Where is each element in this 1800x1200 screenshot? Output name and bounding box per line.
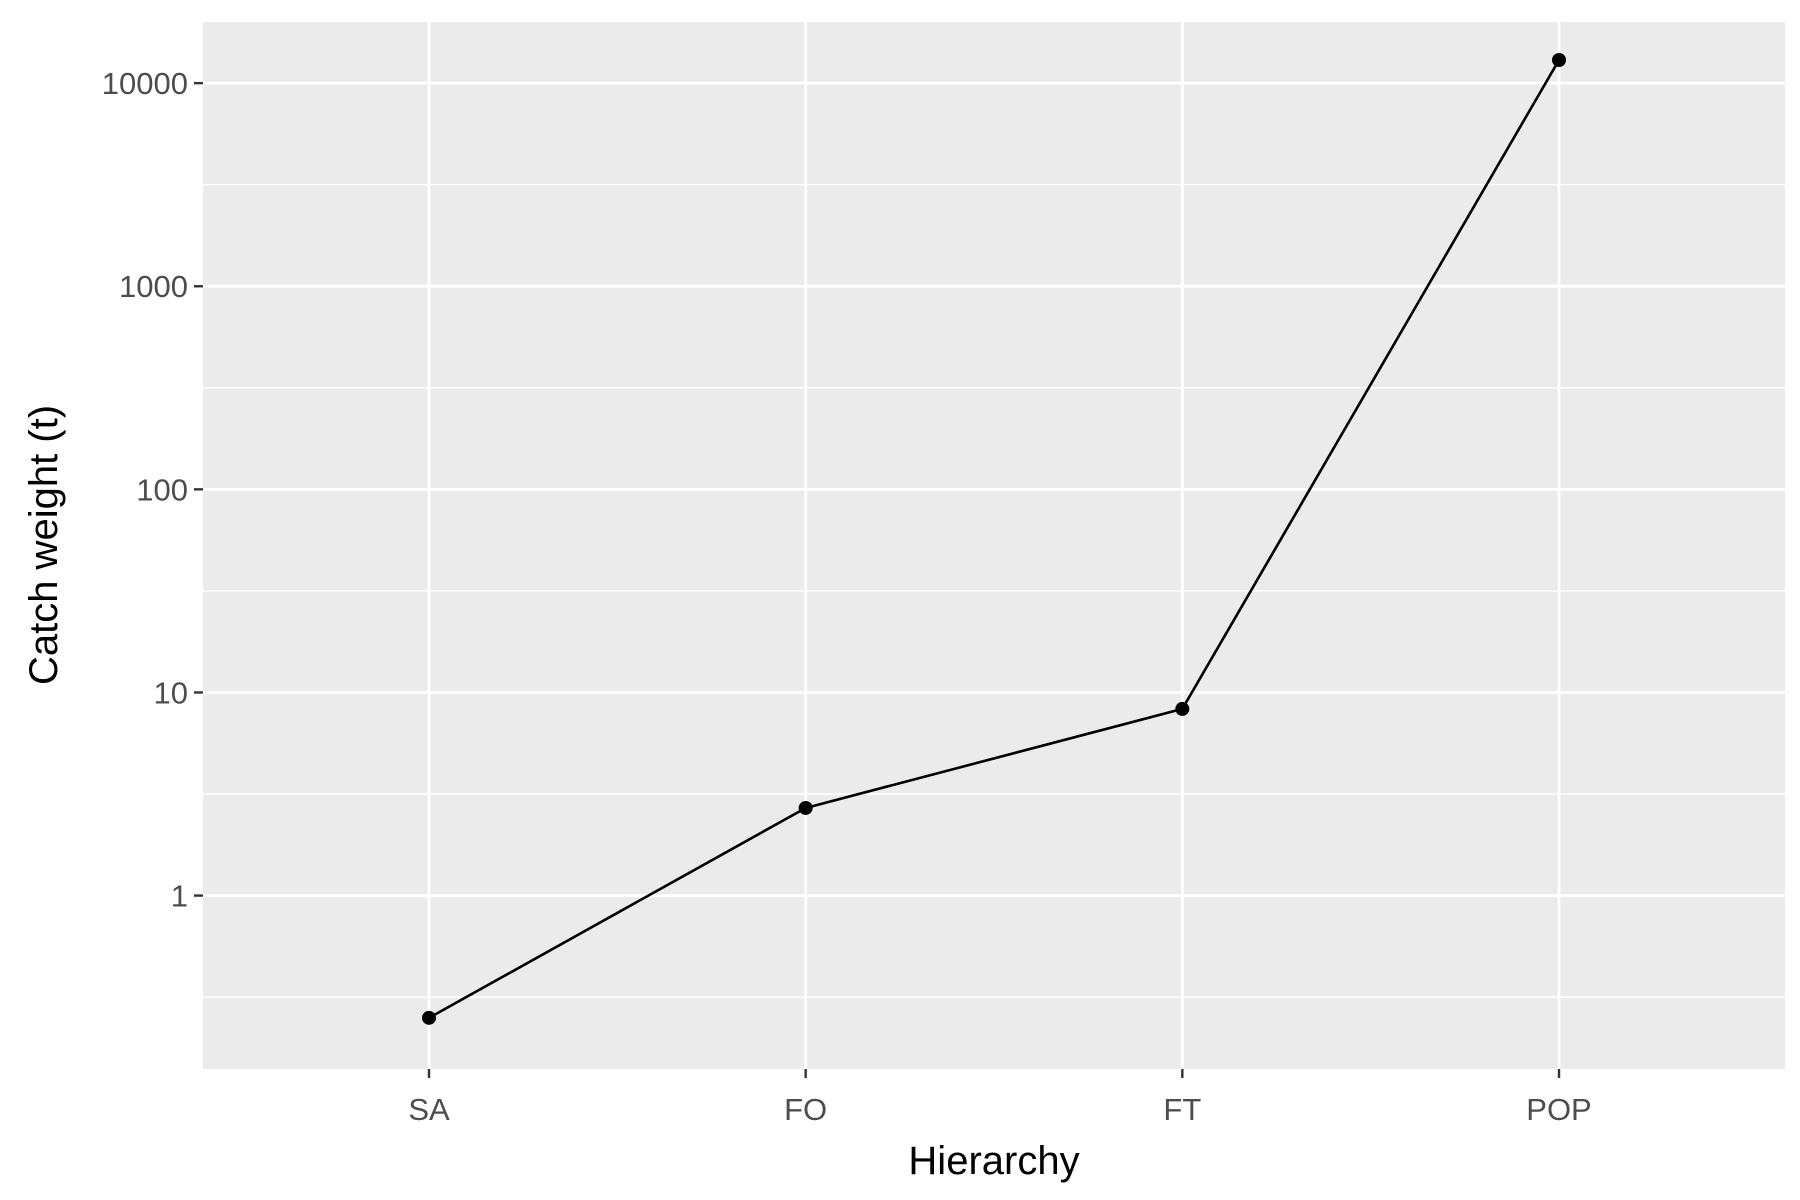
y-tick-label: 1 [171,879,188,914]
x-tick-label: FO [784,1092,827,1127]
series-line [428,59,1561,1019]
y-axis-ticks: 1 10 100 1000 10000 [102,66,203,914]
data-point [798,800,813,815]
series-layer [422,52,1566,1025]
major-gridlines [203,22,1785,1069]
x-tick-label: FT [1163,1092,1201,1127]
y-tick-label: 1000 [119,269,188,304]
x-tick-label: POP [1526,1092,1591,1127]
data-point [422,1010,436,1025]
minor-gridlines [203,183,1785,998]
y-tick-label: 10 [154,675,188,710]
x-tick-label: SA [408,1092,450,1127]
x-axis-ticks: SA FO FT POP [408,1069,1592,1127]
y-tick-label: 10000 [102,66,188,101]
y-axis-title: Catch weight (t) [22,405,66,685]
panel-background [203,22,1785,1069]
y-tick-label: 100 [136,472,188,507]
data-point [1175,701,1190,716]
x-axis-title: Hierarchy [908,1139,1079,1183]
data-point [1552,52,1566,67]
